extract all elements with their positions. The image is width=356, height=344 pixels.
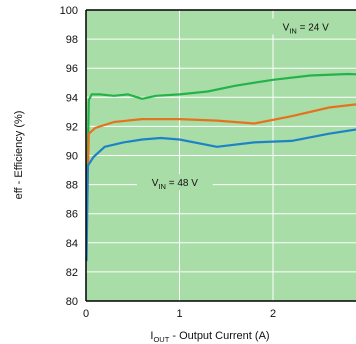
x-axis-label: IOUT - Output Current (A) <box>150 330 269 344</box>
y-axis-label: eff - Efficiency (%) <box>13 111 25 200</box>
plot-frame <box>85 9 356 302</box>
annotation-text: VIN = 48 V <box>152 178 198 191</box>
x-tick-label: 1 <box>176 308 182 320</box>
y-tick-labels: 80 82 84 86 88 90 92 94 96 98 100 <box>60 5 78 308</box>
annotation-text: VIN = 24 V <box>283 22 329 35</box>
series-line-vin-36v <box>85 103 356 215</box>
y-tick-label: 82 <box>66 267 78 279</box>
y-tick-label: 100 <box>60 5 78 17</box>
y-tick-label: 92 <box>66 121 78 133</box>
series-lines <box>85 72 356 262</box>
annotation-vin-48v: VIN = 48 V <box>136 174 213 191</box>
series-line-vin-24v <box>85 72 356 208</box>
annotation-box <box>136 174 213 191</box>
y-tick-label: 80 <box>66 296 78 308</box>
grid-lines <box>86 10 356 301</box>
series-line-vin-48v <box>85 128 356 262</box>
y-tick-label: 84 <box>66 238 78 250</box>
x-tick-labels: 012345 <box>83 308 276 320</box>
annotation-vin-24v: VIN = 24 V <box>267 18 344 35</box>
y-tick-label: 94 <box>66 92 78 104</box>
annotation-box <box>267 18 344 35</box>
y-tick-label: 86 <box>66 209 78 221</box>
y-tick-label: 90 <box>66 151 78 163</box>
x-tick-label: 0 <box>83 308 89 320</box>
y-tick-label: 88 <box>66 180 78 192</box>
y-tick-label: 96 <box>66 63 78 75</box>
x-tick-label: 2 <box>270 308 276 320</box>
y-tick-label: 98 <box>66 34 78 46</box>
